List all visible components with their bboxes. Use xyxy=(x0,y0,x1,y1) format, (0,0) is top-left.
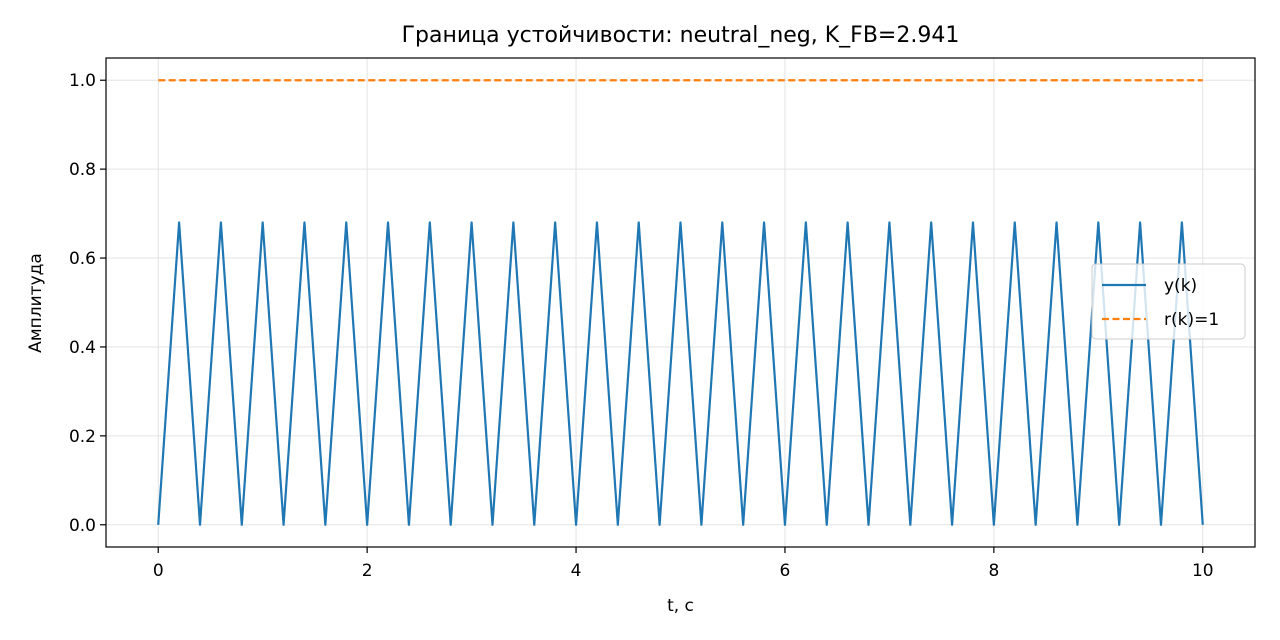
y-tick-label: 0.0 xyxy=(69,516,96,536)
x-tick-label: 10 xyxy=(1192,561,1214,581)
series-line-y xyxy=(157,221,1204,526)
x-tick-label: 8 xyxy=(988,561,999,581)
legend-frame xyxy=(1091,263,1246,340)
legend-label-r: r(k)=1 xyxy=(1164,310,1219,330)
axis-ticks: 0 2 4 6 8 10 0.0 0.2 0.4 0.6 0.8 1.0 xyxy=(69,71,1214,581)
y-axis-label: Амплитуда xyxy=(26,253,46,353)
x-tick-label: 0 xyxy=(153,561,164,581)
x-tick-label: 6 xyxy=(780,561,791,581)
y-tick-label: 0.6 xyxy=(69,249,96,269)
y-tick-label: 0.8 xyxy=(69,160,96,180)
legend-label-y: y(k) xyxy=(1164,276,1197,296)
legend: y(k) r(k)=1 xyxy=(1091,263,1246,340)
x-axis-label: t, c xyxy=(667,596,694,616)
x-tick-label: 2 xyxy=(362,561,373,581)
y-tick-label: 0.2 xyxy=(69,427,96,447)
y-tick-label: 1.0 xyxy=(69,71,96,91)
y-tick-label: 0.4 xyxy=(69,338,96,358)
x-tick-label: 4 xyxy=(571,561,582,581)
plot-series xyxy=(157,79,1204,526)
chart-title: Граница устойчивости: neutral_neg, K_FB=… xyxy=(402,23,960,48)
plot-frame xyxy=(105,57,1256,548)
